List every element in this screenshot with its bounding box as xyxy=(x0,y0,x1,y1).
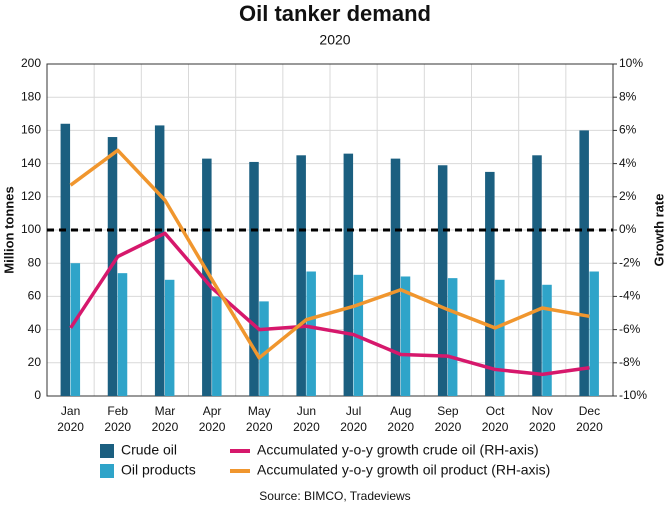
y2-tick-label: -6% xyxy=(619,322,641,336)
x-tick-label: Mar 2020 xyxy=(152,404,179,434)
y2-tick-label: -2% xyxy=(619,255,641,269)
bar xyxy=(400,276,411,396)
x-tick-label: Feb 2020 xyxy=(104,404,131,434)
chart-subtitle: 2020 xyxy=(319,32,350,48)
y2-tick-label: -8% xyxy=(619,355,641,369)
bar xyxy=(589,271,599,396)
bar xyxy=(532,155,542,396)
y2-axis-label: Growth rate xyxy=(651,194,666,267)
x-tick-label: May 2020 xyxy=(246,404,273,434)
y2-tick-label: 4% xyxy=(619,156,637,170)
y-tick-label: 40 xyxy=(28,322,42,336)
legend-swatch xyxy=(100,464,114,478)
x-tick-label: Sep 2020 xyxy=(435,404,462,434)
bar xyxy=(249,161,259,396)
legend-label: Accumulated y-o-y growth oil product (RH… xyxy=(257,462,550,478)
bar xyxy=(202,158,212,396)
y2-tick-label: 2% xyxy=(619,189,637,203)
x-tick-label: Oct 2020 xyxy=(482,404,509,434)
y-tick-label: 80 xyxy=(28,255,42,269)
bar xyxy=(60,123,71,396)
bar xyxy=(542,284,552,396)
bar xyxy=(390,158,401,396)
bar xyxy=(212,296,222,396)
bar xyxy=(296,155,306,396)
bar xyxy=(343,153,354,396)
y-tick-label: 20 xyxy=(28,355,42,369)
x-tick-label: Jul 2020 xyxy=(340,404,367,434)
line xyxy=(69,148,590,360)
legend-swatch xyxy=(100,444,114,458)
bar xyxy=(117,273,128,396)
y2-tick-label: -10% xyxy=(619,388,647,402)
y2-tick-label: 8% xyxy=(619,89,637,103)
bar xyxy=(154,125,165,397)
y2-tick-label: 10% xyxy=(619,56,643,70)
y2-tick-label: 0% xyxy=(619,222,637,236)
y2-tick-label: -4% xyxy=(619,289,641,303)
bar xyxy=(70,263,81,396)
y-tick-label: 100 xyxy=(21,222,41,236)
bar xyxy=(579,130,589,396)
line xyxy=(69,231,590,377)
y-tick-label: 200 xyxy=(21,56,41,70)
chart-title: Oil tanker demand xyxy=(239,1,431,26)
x-tick-label: Nov 2020 xyxy=(529,404,556,434)
x-tick-label: Aug 2020 xyxy=(387,404,414,434)
x-tick-label: Apr 2020 xyxy=(199,404,226,434)
x-tick-label: Dec 2020 xyxy=(576,404,603,434)
bar xyxy=(306,271,316,396)
x-tick-label: Jan 2020 xyxy=(57,404,84,434)
y-tick-label: 180 xyxy=(21,89,41,103)
y-axis-label: Million tonnes xyxy=(1,186,16,273)
bar xyxy=(259,301,269,396)
legend-label: Crude oil xyxy=(121,442,177,458)
y2-tick-label: 6% xyxy=(619,123,637,137)
legend-label: Accumulated y-o-y growth crude oil (RH-a… xyxy=(257,442,539,458)
bar xyxy=(164,279,175,396)
y-tick-label: 60 xyxy=(28,289,42,303)
bar xyxy=(495,279,505,396)
bar xyxy=(437,165,448,396)
x-tick-label: Jun 2020 xyxy=(293,404,320,434)
bar xyxy=(485,171,495,396)
source-note: Source: BIMCO, Tradeviews xyxy=(259,489,410,503)
y-tick-label: 120 xyxy=(21,189,41,203)
y-tick-label: 160 xyxy=(21,123,41,137)
legend-label: Oil products xyxy=(121,462,196,478)
y-tick-label: 0 xyxy=(34,388,41,402)
bar xyxy=(447,278,458,396)
y-tick-label: 140 xyxy=(21,156,41,170)
